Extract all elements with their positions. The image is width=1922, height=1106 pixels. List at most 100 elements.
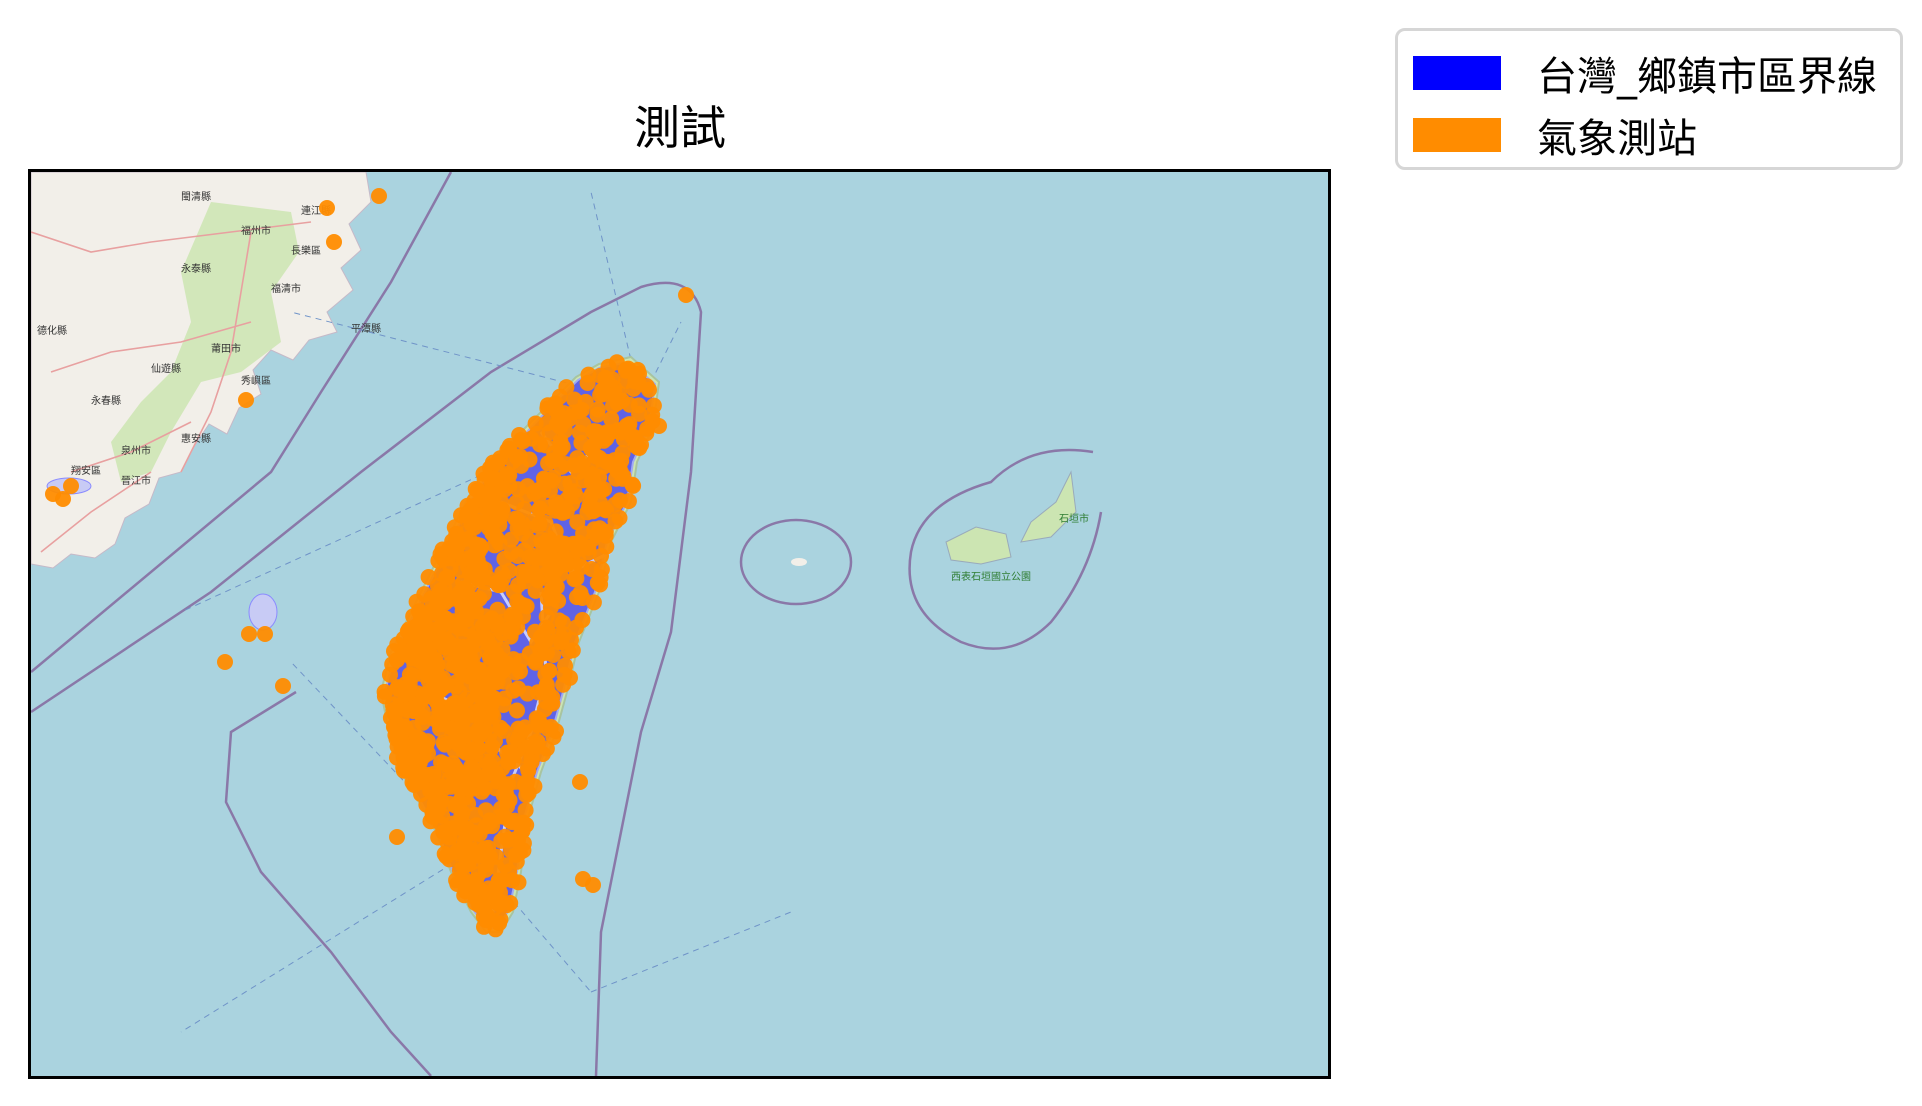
station-marker [593,548,609,564]
station-marker [570,464,587,481]
station-marker [520,762,537,779]
station-marker [609,462,626,479]
ishigaki-island [1020,470,1077,543]
station-marker [519,685,536,702]
legend-item-township-boundaries: 台灣_鄉鎮市區界線 [1413,53,1877,100]
mainland-green-area [111,202,299,482]
station-marker [326,234,342,250]
station-marker [620,360,637,377]
place-label: 永春縣 [91,394,121,407]
station-marker [483,649,500,666]
station-marker [401,621,417,638]
place-label: 秀嶼區 [241,374,271,387]
station-marker [477,574,494,591]
station-marker [551,388,568,405]
station-marker [382,666,398,683]
station-marker [462,565,478,582]
station-marker [544,559,561,576]
station-marker [502,895,519,911]
iriomote-island [945,526,1012,565]
station-marker [538,676,555,693]
station-marker [505,453,522,470]
station-marker [542,718,559,735]
station-marker [437,610,454,627]
station-marker [485,514,502,530]
station-marker [512,518,529,535]
station-marker [464,854,481,871]
station-marker [471,826,488,842]
station-marker [513,432,529,448]
penghu-islands [248,593,278,631]
station-marker [457,525,474,541]
station-marker [451,656,468,673]
station-marker [530,518,547,535]
station-marker [448,695,465,712]
station-marker [572,424,588,441]
place-label: 永泰縣 [181,262,211,275]
station-marker [559,556,576,573]
station-marker [584,466,601,483]
station-marker [529,425,545,442]
station-marker [241,626,257,642]
station-marker [479,908,496,925]
station-marker [556,422,573,439]
station-marker [534,746,551,762]
station-marker [397,761,414,778]
station-marker [461,550,478,567]
station-marker [463,758,480,775]
station-marker [463,741,480,758]
station-marker [434,541,451,558]
legend: 台灣_鄉鎮市區界線 氣象測站 [1395,28,1903,170]
station-marker [436,589,453,606]
place-label: 福州市 [241,224,271,237]
station-marker [433,778,449,795]
station-marker [505,583,522,600]
station-marker [401,642,418,659]
station-marker [424,808,441,825]
station-marker [458,581,475,598]
station-marker [614,445,631,461]
station-marker [529,549,546,566]
station-marker [538,533,555,549]
station-marker [500,754,517,771]
station-marker [572,585,589,601]
station-marker [55,491,71,507]
station-marker [393,732,410,749]
station-marker [484,454,501,471]
maritime-boundary-west [31,172,453,1076]
station-marker [472,727,488,744]
station-marker [527,582,544,599]
station-marker [477,700,494,717]
station-marker [517,802,534,819]
place-label: 晉江市 [121,474,151,487]
station-marker [468,636,485,653]
station-marker [476,780,493,797]
station-marker [461,596,478,613]
station-marker [597,523,614,540]
station-marker [472,679,488,696]
station-marker [631,405,648,422]
station-marker [503,544,520,561]
station-marker [509,702,525,719]
station-marker [410,753,427,770]
station-marker [550,593,567,609]
map-canvas[interactable]: 閩清縣福州市連江縣長樂區永泰縣福清市平潭縣莆田市仙遊縣德化縣永春縣秀嶼區泉州市惠… [31,172,1328,1076]
station-marker [441,795,458,812]
station-marker [611,492,628,509]
station-marker [275,678,291,694]
station-marker [537,437,554,454]
legend-item-weather-stations: 氣象測站 [1413,115,1697,162]
station-marker [404,774,421,791]
place-label: 莆田市 [211,342,241,355]
legend-label: 氣象測站 [1537,116,1697,162]
station-marker [475,585,492,602]
station-marker [571,403,588,420]
place-label: 惠安縣 [181,432,211,445]
baselines [180,191,792,1033]
station-marker [488,878,505,895]
station-marker [582,489,599,506]
station-marker [238,392,254,408]
station-marker [591,449,608,466]
station-marker [585,877,601,893]
map-panel[interactable]: 閩清縣 福州市 連江縣 長樂區 永泰縣 福清市 平潭縣 莆田市 仙遊縣 德化縣 永春縣 秀嶼區 泉州市惠… [28,169,1331,1079]
